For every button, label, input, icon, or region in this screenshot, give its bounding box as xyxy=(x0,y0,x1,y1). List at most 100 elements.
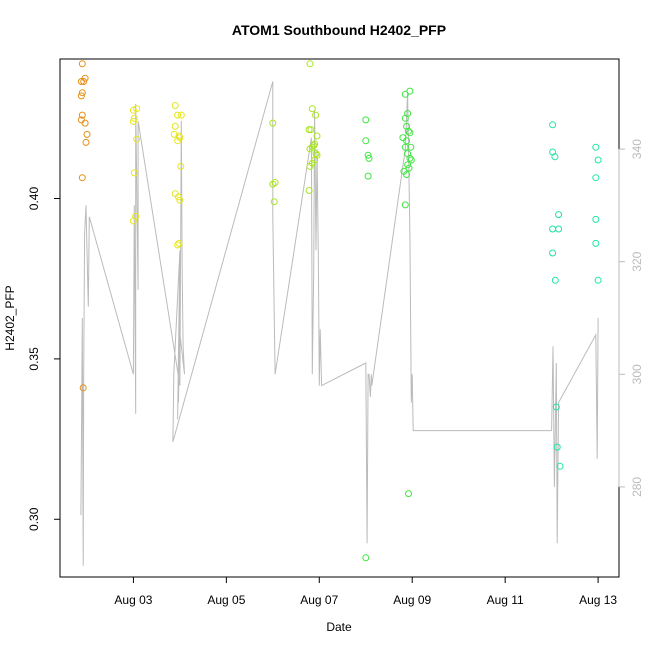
data-point xyxy=(133,135,141,143)
data-point xyxy=(305,187,313,194)
data-point xyxy=(171,122,179,130)
data-point xyxy=(555,225,563,233)
y-tick-label: 0.40 xyxy=(27,187,41,211)
data-point xyxy=(364,151,372,159)
y-tick-label: 0.30 xyxy=(27,507,41,531)
data-point xyxy=(362,554,370,562)
data-point xyxy=(401,114,409,122)
data-point xyxy=(80,78,88,85)
data-point xyxy=(406,154,414,162)
data-point xyxy=(306,145,314,153)
data-point xyxy=(176,196,184,204)
data-point xyxy=(549,121,557,129)
data-point xyxy=(307,126,315,134)
data-point xyxy=(406,129,414,137)
data-point xyxy=(405,490,412,498)
data-point xyxy=(170,130,178,138)
data-point xyxy=(269,119,277,127)
data-point xyxy=(174,111,182,119)
data-point xyxy=(592,174,600,182)
data-point xyxy=(78,174,86,182)
right-axis-line-series xyxy=(80,81,599,566)
data-point xyxy=(364,172,372,180)
data-point xyxy=(407,156,415,164)
data-point xyxy=(129,217,137,225)
data-point xyxy=(83,130,91,138)
data-point xyxy=(313,132,321,140)
data-point xyxy=(171,102,179,109)
x-tick-label: Aug 07 xyxy=(300,593,338,607)
y2-tick-label: 300 xyxy=(630,364,644,384)
data-point xyxy=(555,211,563,219)
data-point xyxy=(130,114,138,122)
data-point xyxy=(556,462,564,470)
data-point xyxy=(177,111,185,119)
data-point xyxy=(133,105,141,113)
data-point xyxy=(592,143,600,151)
data-point xyxy=(306,162,314,170)
line-series-path xyxy=(80,81,599,566)
data-point xyxy=(592,215,600,223)
data-point xyxy=(407,143,415,151)
y-axis-left: 0.30 0.35 0.40 xyxy=(27,187,61,531)
y2-tick-label: 320 xyxy=(630,251,644,271)
x-tick-label: Aug 13 xyxy=(579,593,617,607)
data-point xyxy=(553,443,561,451)
data-point xyxy=(129,106,137,114)
data-point xyxy=(406,87,414,95)
data-point xyxy=(78,89,86,97)
data-point xyxy=(404,161,412,169)
data-point xyxy=(312,111,320,119)
data-point xyxy=(405,164,413,172)
data-point xyxy=(129,118,137,125)
data-point xyxy=(175,193,182,201)
data-point xyxy=(403,137,411,145)
x-tick-label: Aug 09 xyxy=(393,593,431,607)
data-point xyxy=(594,156,602,164)
y-axis-label: H2402_PFP xyxy=(3,285,17,350)
data-point xyxy=(81,74,89,82)
data-point xyxy=(82,138,90,146)
data-point xyxy=(362,137,370,145)
data-point xyxy=(175,239,183,247)
x-axis-label: Date xyxy=(326,620,352,634)
x-tick-label: Aug 11 xyxy=(487,593,524,607)
x-tick-label: Aug 05 xyxy=(207,593,245,607)
data-point xyxy=(312,150,320,158)
data-point xyxy=(405,127,412,135)
data-point xyxy=(551,276,559,284)
data-point xyxy=(552,403,560,411)
data-point xyxy=(401,201,409,209)
data-point xyxy=(130,169,138,177)
data-point xyxy=(399,134,407,142)
data-point xyxy=(594,276,602,284)
data-point xyxy=(403,122,411,130)
data-point xyxy=(271,179,279,186)
data-point xyxy=(549,249,557,257)
x-tick-label: Aug 03 xyxy=(114,593,152,607)
data-point xyxy=(81,119,89,127)
data-point xyxy=(78,60,86,68)
x-axis: Aug 03 Aug 05 Aug 07 Aug 09 Aug 11 Aug 13 xyxy=(114,576,617,607)
data-point xyxy=(306,60,314,68)
data-point xyxy=(401,90,409,98)
data-point xyxy=(549,225,557,233)
chart-title: ATOM1 Southbound H2402_PFP xyxy=(232,22,446,38)
scatter-points xyxy=(77,60,602,562)
data-point xyxy=(79,384,87,392)
data-point xyxy=(78,111,86,119)
data-point xyxy=(365,154,373,162)
y-axis-right: 280 300 320 340 xyxy=(618,139,644,497)
plot-frame xyxy=(59,58,620,578)
y-tick-label: 0.35 xyxy=(27,347,41,371)
data-point xyxy=(270,198,278,206)
y2-tick-label: 340 xyxy=(630,139,644,159)
data-point xyxy=(174,137,182,145)
data-point xyxy=(592,239,600,247)
data-point xyxy=(177,162,185,170)
y2-tick-label: 280 xyxy=(630,477,644,497)
data-point xyxy=(403,171,411,178)
data-point xyxy=(362,116,370,124)
data-point xyxy=(551,153,559,161)
